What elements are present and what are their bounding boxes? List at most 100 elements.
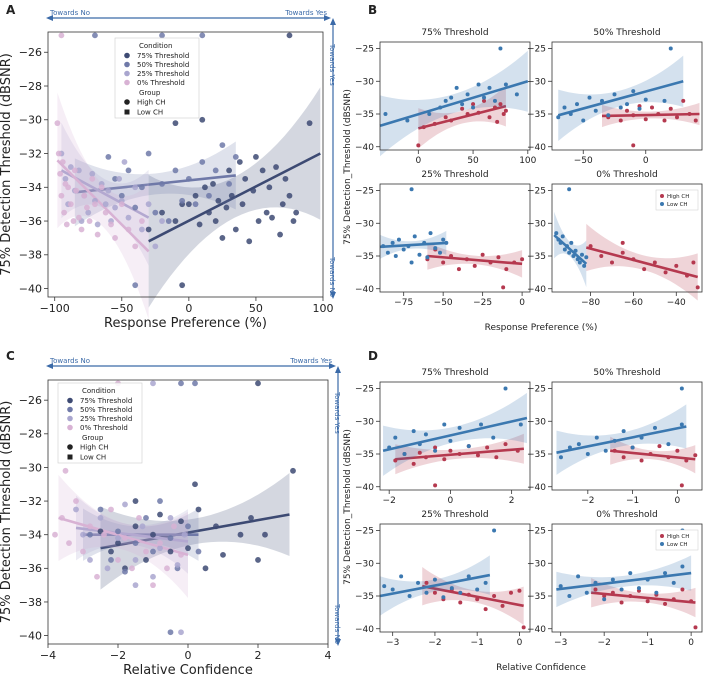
data-point-low-ch	[560, 234, 565, 239]
data-point-c0	[78, 226, 85, 233]
y-tick-label: −30	[355, 559, 374, 569]
data-point-low-ch	[680, 564, 685, 569]
legend-entry: Low CH	[667, 202, 688, 208]
axes-frame	[551, 523, 703, 633]
data-point-low-ch	[417, 252, 422, 257]
data-point-low-ch	[438, 105, 443, 110]
data-point-high-ch	[693, 625, 698, 630]
data-point-low-ch	[438, 250, 442, 255]
data-point-high-ch	[689, 599, 694, 604]
subplot-title: 75% Threshold	[421, 368, 488, 378]
data-point-low-ch	[554, 231, 559, 236]
data-point-c50	[179, 197, 186, 204]
data-point-c25	[167, 514, 174, 521]
data-point-c50	[152, 209, 159, 216]
x-axis-label: Response Preference (%)	[485, 323, 598, 333]
data-point-high-ch	[464, 257, 469, 262]
data-point-c25	[174, 562, 181, 568]
legend-group-entry: Low CH	[137, 109, 163, 117]
data-point-low-ch	[476, 82, 481, 87]
data-point-c75	[279, 201, 286, 208]
data-point-high-ch	[472, 263, 477, 268]
data-point-c25	[132, 557, 139, 563]
data-point-c75	[232, 226, 239, 233]
data-point-high-ch	[432, 590, 437, 595]
low-ch-fit-line	[379, 80, 529, 128]
legend-box	[655, 529, 699, 551]
data-point-high-ch	[393, 458, 398, 463]
data-point-c50	[185, 175, 192, 182]
legend-marker-high-ch	[660, 534, 664, 538]
data-point-high-ch	[663, 601, 668, 606]
subplot: 50% Threshold −50 0 −25 −30 −35 −40	[527, 28, 703, 166]
data-point-c0	[92, 201, 98, 208]
data-point-high-ch	[602, 594, 607, 598]
data-point-low-ch	[628, 571, 633, 576]
data-point-low-ch	[399, 574, 404, 579]
data-point-c50	[159, 32, 165, 39]
y-tick-label: −28	[19, 428, 42, 441]
data-point-c50	[105, 154, 112, 160]
data-point-c0	[164, 565, 170, 572]
data-point-c0	[157, 540, 163, 547]
axes-frame	[551, 183, 703, 293]
data-point-low-ch	[606, 113, 611, 118]
data-point-low-ch	[422, 240, 427, 245]
data-point-c0	[98, 184, 105, 191]
data-point-c75	[199, 116, 206, 123]
data-point-high-ch	[599, 254, 604, 258]
x-axis-label: Response Preference (%)	[104, 316, 267, 331]
data-point-high-ch	[618, 118, 623, 123]
legend-marker-high-ch	[660, 194, 664, 198]
data-point-high-ch	[501, 285, 506, 290]
data-point-low-ch	[630, 445, 635, 450]
data-point-c75	[219, 235, 226, 241]
y-axis-label: 75% Detection_Threshold (dBSNR)	[343, 429, 353, 585]
data-point-high-ch	[442, 457, 447, 462]
y-tick-label: −25	[355, 385, 374, 395]
data-point-c50	[185, 523, 191, 530]
data-point-low-ch	[425, 255, 430, 260]
axes-frame	[47, 31, 324, 298]
direction-label-no-vertical: Towards No	[333, 603, 341, 644]
direction-label-yes-vertical: Towards Yes	[328, 43, 336, 86]
data-point-low-ch	[460, 102, 465, 107]
data-point-c75	[195, 506, 202, 513]
y-tick-label: −32	[19, 495, 42, 508]
data-point-high-ch	[693, 453, 698, 458]
data-point-high-ch	[441, 260, 446, 265]
y-tick-label: −26	[19, 46, 42, 59]
data-point-c25	[80, 531, 86, 538]
data-point-c50	[199, 32, 206, 39]
data-point-c75	[178, 518, 184, 525]
x-tick-label: 2	[509, 496, 515, 506]
data-point-low-ch	[575, 102, 579, 107]
data-point-c75	[132, 498, 139, 504]
data-point-c75	[192, 481, 198, 488]
facet-legend: High CH Low CH	[655, 529, 699, 551]
subplot-title: 25% Threshold	[421, 510, 488, 520]
data-point-c50	[219, 142, 226, 148]
data-point-low-ch	[396, 237, 401, 242]
data-point-low-ch	[441, 237, 446, 242]
data-point-c25	[97, 514, 104, 521]
x-tick-label: 0	[185, 302, 192, 315]
data-point-c75	[157, 511, 163, 518]
y-tick-label: −40	[355, 285, 374, 295]
data-point-c50	[178, 380, 184, 387]
x-tick-label: −50	[110, 302, 133, 315]
data-point-high-ch	[449, 118, 454, 123]
data-point-high-ch	[610, 590, 615, 595]
data-point-high-ch	[675, 448, 680, 453]
legend-box	[114, 37, 200, 119]
data-point-low-ch	[594, 435, 599, 440]
data-point-c75	[269, 214, 275, 221]
high-ch-fit-line	[422, 584, 524, 608]
low-ch-fit-line	[556, 425, 687, 454]
data-point-high-ch	[674, 263, 679, 268]
data-point-c0	[71, 167, 78, 174]
data-point-c0	[171, 523, 177, 530]
data-point-low-ch	[639, 435, 644, 440]
data-point-c50	[157, 498, 163, 504]
data-point-low-ch	[405, 118, 410, 123]
